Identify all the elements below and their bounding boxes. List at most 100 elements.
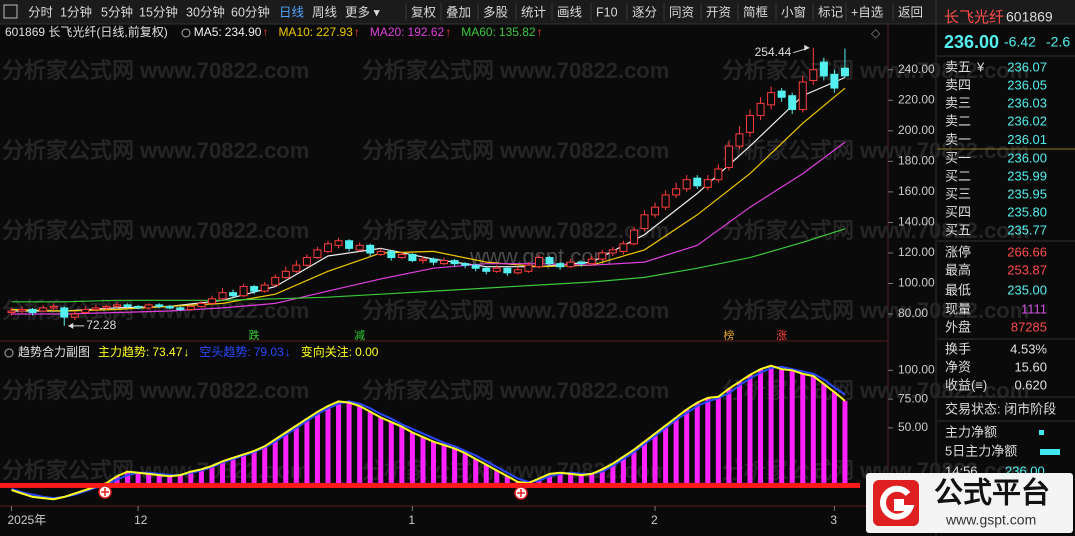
arrow-head xyxy=(804,44,810,51)
candle-body xyxy=(461,263,470,266)
bar xyxy=(715,396,721,486)
watermark: 分析家公式网 www.70822.com xyxy=(722,298,1029,323)
toolbar-button[interactable]: 60分钟 xyxy=(231,4,270,19)
stat-label: 换手 xyxy=(945,341,971,356)
candle-body xyxy=(49,305,58,309)
candle-body xyxy=(503,267,512,274)
ma-value: 192.62 xyxy=(408,25,445,39)
x-tick-label: 2025年 xyxy=(8,513,47,527)
toolbar-button[interactable]: 多股 xyxy=(483,5,509,19)
stock-name: 长飞光纤 xyxy=(944,9,1004,26)
book-price: 236.05 xyxy=(1007,78,1047,93)
bar xyxy=(146,473,152,486)
candle-body xyxy=(165,305,174,309)
bar xyxy=(494,470,500,486)
toolbar-button[interactable]: 周线 xyxy=(312,5,338,19)
toolbar-button[interactable]: 15分钟 xyxy=(139,4,178,19)
toolbar-button[interactable]: 1分钟 xyxy=(60,4,92,19)
toolbar-button[interactable]: 同资 xyxy=(669,5,694,19)
watermark: 分析家公式网 www.70822.com xyxy=(362,58,669,83)
toolbar-button[interactable]: 日线 xyxy=(279,5,305,19)
candle-body xyxy=(134,305,143,309)
bar xyxy=(705,397,711,486)
toolbar-button[interactable]: 开资 xyxy=(706,5,731,19)
book-label: 买一 xyxy=(945,150,971,165)
candle-body xyxy=(482,267,491,272)
bar xyxy=(125,471,131,486)
ma-name: MA10: xyxy=(278,25,313,39)
stat-value: 235.00 xyxy=(1007,282,1047,297)
logo: 公式平台 www.gspt.com xyxy=(866,473,1073,533)
menu-icon[interactable] xyxy=(3,4,18,19)
toolbar-button[interactable]: 更多 ▾ xyxy=(345,5,380,19)
candle-body xyxy=(239,286,248,297)
legend-value: 73.47 xyxy=(152,345,182,359)
book-price: 235.77 xyxy=(1007,222,1047,237)
stat-label: 涨停 xyxy=(945,244,971,259)
settings-icon[interactable]: ◇ xyxy=(871,26,881,40)
bar xyxy=(652,433,658,486)
candle-body xyxy=(155,304,164,307)
toolbar-button[interactable]: 标记 xyxy=(818,5,844,19)
logo-url: www.gspt.com xyxy=(945,512,1036,528)
bar xyxy=(251,450,257,486)
stat-label: 现量 xyxy=(945,301,971,316)
candle-body xyxy=(324,243,332,252)
toolbar-button[interactable]: 5分钟 xyxy=(101,4,133,19)
arrow-head xyxy=(68,322,74,329)
candle-body xyxy=(408,253,417,262)
stat-value: 1111 xyxy=(1021,301,1047,316)
bar xyxy=(272,439,278,486)
candle-body xyxy=(682,179,691,190)
legend-value: 0.00 xyxy=(355,345,379,359)
bar xyxy=(610,463,616,486)
toolbar-button[interactable]: 逐分 xyxy=(632,5,657,19)
toolbar-button[interactable]: +自选 xyxy=(851,5,884,19)
candle-body xyxy=(271,276,280,286)
stat-label: 净资 xyxy=(945,359,971,374)
bar xyxy=(357,406,363,486)
bar xyxy=(568,473,574,486)
book-label: 买三 xyxy=(945,186,971,201)
toolbar-button[interactable]: F10 xyxy=(596,5,618,19)
pane-icon[interactable] xyxy=(4,348,14,358)
signal-label: 跌 xyxy=(249,328,260,342)
candle-body xyxy=(840,67,849,77)
bar xyxy=(694,402,700,486)
y-tick-label: 120.00 xyxy=(898,245,935,259)
candle-body xyxy=(714,168,723,181)
stock-code: 601869 xyxy=(1006,9,1053,25)
toolbar-button[interactable]: 分时 xyxy=(28,5,54,19)
candle-body xyxy=(724,145,733,168)
book-label: 卖四 xyxy=(945,78,971,93)
candle-body xyxy=(176,307,185,310)
candle-body xyxy=(767,92,776,106)
bar xyxy=(620,456,626,486)
bar xyxy=(431,441,436,486)
toolbar-button[interactable]: 30分钟 xyxy=(186,4,225,19)
toolbar-button[interactable]: 统计 xyxy=(521,5,546,19)
bar xyxy=(135,472,141,486)
y-tick-label: 80.00 xyxy=(898,306,928,320)
bar xyxy=(241,454,247,486)
y-tick-label: 160.00 xyxy=(898,184,935,198)
stat-value: 87285 xyxy=(1011,319,1047,334)
stat-value: 266.66 xyxy=(1007,244,1047,259)
bar xyxy=(663,425,669,486)
toolbar-button[interactable]: 复权 xyxy=(411,4,437,19)
gear-icon[interactable] xyxy=(181,28,191,38)
stat-value: 253.87 xyxy=(1007,262,1047,277)
toolbar-button[interactable]: 返回 xyxy=(898,5,923,19)
toolbar-button[interactable]: 画线 xyxy=(557,5,583,19)
ma-line xyxy=(11,228,846,303)
candle-body xyxy=(250,286,259,292)
candle-body xyxy=(746,115,754,133)
bar xyxy=(578,475,584,486)
toolbar-button[interactable]: 小窗 xyxy=(781,5,806,19)
bar xyxy=(378,417,384,486)
toolbar-button[interactable]: 叠加 xyxy=(446,5,471,19)
toolbar-button[interactable]: 简框 xyxy=(743,5,769,19)
price-change-pct: -2.6 xyxy=(1046,34,1070,50)
